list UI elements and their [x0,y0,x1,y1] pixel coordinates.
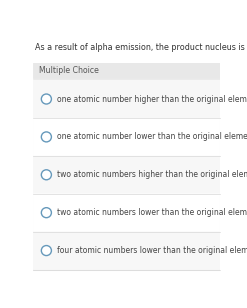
Circle shape [41,208,51,218]
Text: As a result of alpha emission, the product nucleus is: As a result of alpha emission, the produ… [35,43,245,52]
FancyBboxPatch shape [33,63,220,79]
Circle shape [41,132,51,142]
FancyBboxPatch shape [33,63,220,271]
FancyBboxPatch shape [33,156,220,194]
Circle shape [41,94,51,104]
Text: two atomic numbers lower than the original element.: two atomic numbers lower than the origin… [57,208,247,217]
FancyBboxPatch shape [33,232,220,270]
FancyBboxPatch shape [33,118,220,156]
Text: one atomic number higher than the original element.: one atomic number higher than the origin… [57,95,247,103]
Text: Multiple Choice: Multiple Choice [39,66,99,75]
Text: two atomic numbers higher than the original element.: two atomic numbers higher than the origi… [57,170,247,179]
FancyBboxPatch shape [33,194,220,232]
Circle shape [41,170,51,180]
Text: one atomic number lower than the original element.: one atomic number lower than the origina… [57,132,247,141]
Text: four atomic numbers lower than the original element.: four atomic numbers lower than the origi… [57,246,247,255]
Circle shape [41,245,51,256]
FancyBboxPatch shape [33,80,220,270]
FancyBboxPatch shape [33,80,220,118]
